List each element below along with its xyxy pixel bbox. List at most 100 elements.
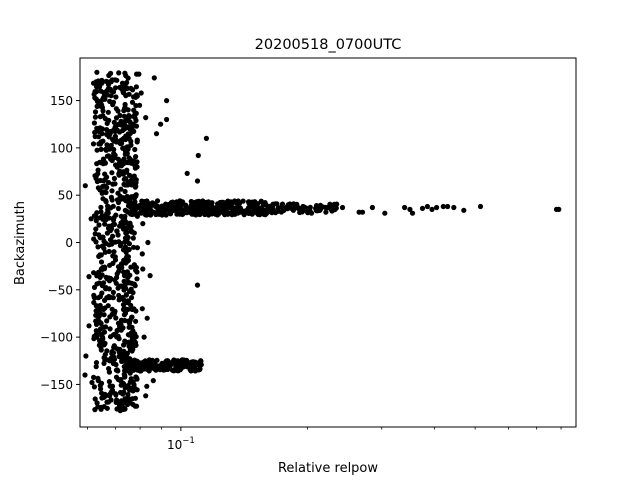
scatter-point [96, 125, 102, 132]
scatter-point [133, 374, 139, 380]
scatter-point [308, 210, 315, 216]
scatter-point [192, 367, 198, 374]
scatter-point [102, 177, 108, 183]
scatter-point [120, 306, 127, 313]
scatter-point [101, 245, 107, 251]
scatter-point [109, 383, 116, 389]
x-tick-label: 10−1 [167, 436, 195, 452]
scatter-point [556, 206, 562, 212]
scatter-point [104, 210, 110, 217]
scatter-point [117, 283, 123, 289]
scatter-point [108, 79, 114, 85]
scatter-point [147, 273, 153, 279]
scatter-point [97, 382, 103, 389]
scatter-point [130, 388, 136, 394]
scatter-point [110, 350, 117, 356]
scatter-point [124, 117, 130, 124]
scatter-point [91, 384, 97, 390]
scatter-point [93, 360, 100, 366]
scatter-point [129, 314, 135, 320]
scatter-point [184, 170, 190, 176]
scatter-point [254, 201, 261, 207]
scatter-point [94, 161, 100, 167]
scatter-point [99, 190, 105, 196]
scatter-point [96, 305, 102, 311]
scatter-point [300, 203, 306, 210]
scatter-point [318, 204, 324, 211]
scatter-point [339, 204, 346, 211]
scatter-point [86, 274, 92, 280]
scatter-point [164, 116, 170, 123]
scatter-point [125, 107, 131, 113]
scatter-point [103, 199, 109, 205]
scatter-point [269, 203, 275, 210]
scatter-point [123, 292, 129, 298]
scatter-point [106, 134, 112, 140]
scatter-point [133, 84, 139, 90]
scatter-point [88, 216, 94, 222]
scatter-point [94, 400, 100, 406]
scatter-point [109, 188, 115, 194]
scatter-point [117, 346, 123, 352]
scatter-point [91, 292, 97, 298]
scatter-point [116, 70, 122, 76]
scatter-point [110, 289, 116, 295]
scatter-point [127, 400, 133, 406]
scatter-point [103, 147, 109, 153]
scatter-point [209, 203, 215, 209]
scatter-point [111, 175, 117, 182]
scatter-point [105, 109, 111, 115]
scatter-point [185, 362, 191, 369]
scatter-point [101, 238, 107, 244]
scatter-point [142, 199, 149, 205]
scatter-point [121, 278, 127, 284]
scatter-point [235, 203, 241, 209]
scatter-point [122, 101, 128, 108]
scatter-point [124, 181, 130, 187]
scatter-point [153, 131, 160, 137]
scatter-point [107, 358, 113, 364]
scatter-point [133, 318, 139, 324]
scatter-point [100, 156, 106, 162]
scatter-point [143, 211, 149, 217]
scatter-point [114, 164, 120, 170]
scatter-point [92, 173, 98, 179]
scatter-point [128, 286, 134, 292]
scatter-point [178, 206, 184, 212]
scatter-point [240, 208, 246, 214]
scatter-point [114, 228, 120, 234]
scatter-point [218, 203, 224, 209]
scatter-point [111, 343, 117, 349]
scatter-point [197, 367, 203, 373]
scatter-point [125, 131, 131, 137]
scatter-point [121, 126, 127, 132]
scatter-point [128, 295, 135, 301]
scatter-point [122, 207, 128, 213]
scatter-point [132, 165, 138, 171]
scatter-point [313, 203, 320, 209]
scatter-point [137, 202, 143, 208]
scatter-point [108, 390, 114, 396]
scatter-point [136, 71, 142, 77]
scatter-point [125, 75, 131, 81]
scatter-point [206, 212, 212, 218]
scatter-point [160, 364, 166, 370]
x-tick-label-exponent: −1 [182, 436, 195, 446]
scatter-point [190, 204, 196, 210]
scatter-point [95, 185, 101, 191]
scatter-point [177, 198, 183, 204]
y-tick-label: 50 [58, 189, 73, 203]
scatter-point [104, 399, 110, 405]
scatter-point [94, 281, 100, 287]
scatter-point [125, 298, 132, 305]
scatter-point [91, 270, 97, 276]
scatter-point [117, 243, 124, 249]
scatter-point [132, 146, 138, 153]
scatter-point [98, 204, 104, 210]
scatter-point [178, 211, 184, 217]
scatter-point [82, 183, 88, 189]
scatter-point [124, 150, 130, 157]
scatter-point [134, 93, 140, 99]
scatter-point [112, 181, 118, 187]
scatter-point [134, 139, 140, 145]
